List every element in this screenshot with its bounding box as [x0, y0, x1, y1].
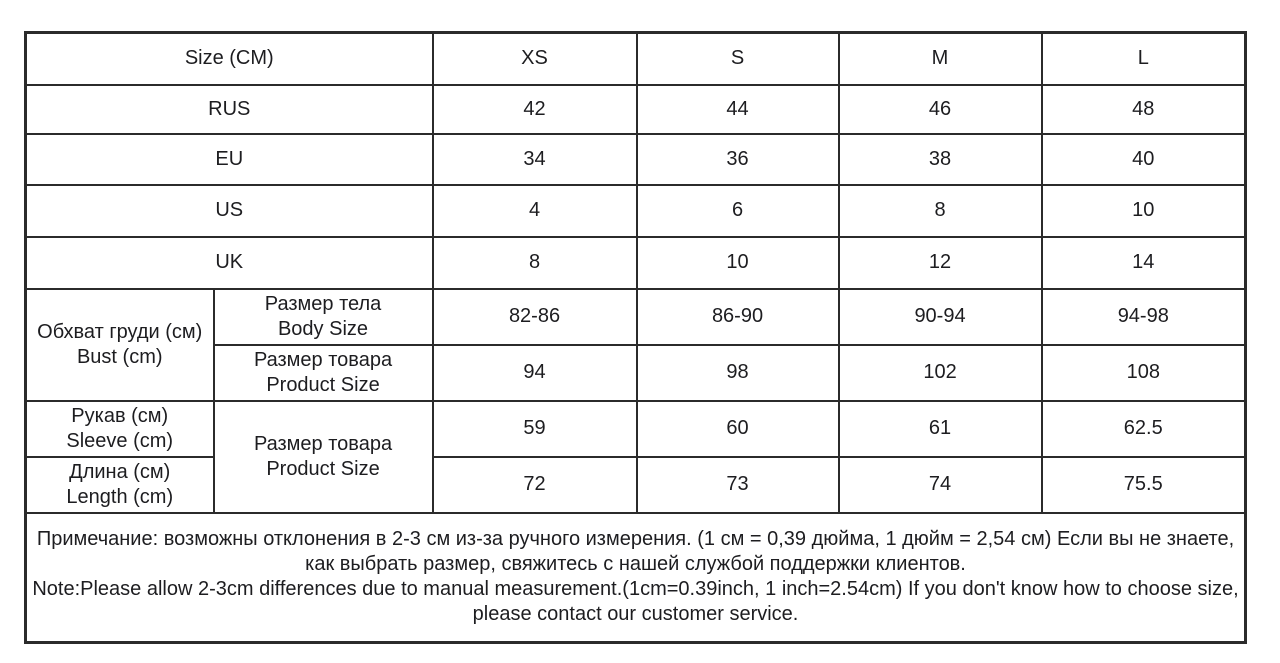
- rus-row: RUS 42 44 46 48: [24, 83, 1247, 135]
- note-ru-text: Примечание: возможны отклонения в 2-3 см…: [36, 528, 1235, 576]
- uk-s-cell: 10: [635, 235, 840, 290]
- uk-xs-cell: 8: [431, 235, 638, 290]
- bust-product-s-cell: 98: [635, 343, 840, 402]
- header-size-cm-cell: Size (CM): [24, 31, 434, 86]
- body-size-label-en: Body Size: [277, 317, 369, 340]
- eu-xs-cell: 34: [431, 132, 638, 186]
- uk-l-cell: 14: [1040, 235, 1247, 290]
- size-chart-table: Size (CM) XS S M L RUS 42 44 46 48 EU 34…: [24, 31, 1248, 644]
- body-size-label-cell: Размер тела Body Size: [212, 287, 434, 346]
- rus-m-cell: 46: [837, 83, 1043, 135]
- us-s-cell: 6: [635, 183, 840, 238]
- sleeve-label-cell: Рукав (см) Sleeve (cm): [24, 399, 215, 458]
- length-m-cell: 74: [837, 455, 1043, 514]
- rus-s-cell: 44: [635, 83, 840, 135]
- bust-label-en: Bust (cm): [76, 345, 163, 368]
- length-l-cell: 75.5: [1040, 455, 1247, 514]
- uk-m-cell: 12: [837, 235, 1043, 290]
- bust-product-size-label-cell: Размер товара Product Size: [212, 343, 434, 402]
- uk-row: UK 8 10 12 14: [24, 235, 1247, 290]
- length-label-cell: Длина (см) Length (cm): [24, 455, 215, 514]
- eu-m-cell: 38: [837, 132, 1043, 186]
- bust-label-ru: Обхват груди (см): [37, 320, 203, 343]
- bust-body-size-row: Обхват груди (см) Bust (cm) Размер тела …: [24, 287, 1247, 402]
- body-size-label-ru: Размер тела: [264, 292, 382, 315]
- eu-s-cell: 36: [635, 132, 840, 186]
- header-size-m-cell: M: [837, 31, 1043, 86]
- rus-label-cell: RUS: [24, 83, 434, 135]
- us-row: US 4 6 8 10: [24, 183, 1247, 238]
- eu-label-cell: EU: [24, 132, 434, 186]
- body-size-l-cell: 94-98: [1040, 287, 1247, 346]
- header-size-xs-cell: XS: [431, 31, 638, 86]
- sleeve-length-product-size-cell: Размер товара Product Size: [212, 399, 434, 514]
- length-label-en: Length (cm): [66, 485, 174, 508]
- bust-product-m-cell: 102: [837, 343, 1043, 402]
- bust-product-size-row: Размер товара Product Size 94 98 102 108: [26, 343, 1247, 402]
- sleeve-length-product-size-en: Product Size: [266, 457, 380, 480]
- us-m-cell: 8: [837, 183, 1043, 238]
- bust-label-cell: Обхват груди (см) Bust (cm): [24, 287, 215, 402]
- note-row: Примечание: возможны отклонения в 2-3 см…: [24, 511, 1247, 644]
- eu-l-cell: 40: [1040, 132, 1247, 186]
- length-row: Длина (см) Length (cm) 72 73 74 75.5: [24, 455, 1247, 514]
- length-label-ru: Длина (см): [69, 460, 171, 483]
- uk-label-cell: UK: [24, 235, 434, 290]
- header-size-l-cell: L: [1040, 31, 1247, 86]
- note-cell: Примечание: возможны отклонения в 2-3 см…: [24, 511, 1247, 644]
- rus-xs-cell: 42: [431, 83, 638, 135]
- length-s-cell: 73: [635, 455, 840, 514]
- sleeve-length-product-size-ru: Размер товара: [253, 432, 393, 455]
- bust-product-size-label-ru: Размер товара: [253, 348, 393, 371]
- sleeve-label-en: Sleeve (cm): [66, 429, 174, 452]
- note-en-text: Note:Please allow 2-3cm differences due …: [32, 578, 1239, 626]
- eu-row: EU 34 36 38 40: [24, 132, 1247, 186]
- us-l-cell: 10: [1040, 183, 1247, 238]
- sleeve-xs-cell: 59: [431, 399, 638, 458]
- us-xs-cell: 4: [431, 183, 638, 238]
- sleeve-label-ru: Рукав (см): [71, 404, 169, 427]
- sleeve-m-cell: 61: [837, 399, 1043, 458]
- body-size-m-cell: 90-94: [837, 287, 1043, 346]
- bust-product-xs-cell: 94: [431, 343, 638, 402]
- bust-product-size-label-en: Product Size: [266, 373, 380, 396]
- us-label-cell: US: [24, 183, 434, 238]
- header-row: Size (CM) XS S M L: [24, 31, 1247, 86]
- sleeve-l-cell: 62.5: [1040, 399, 1247, 458]
- rus-l-cell: 48: [1040, 83, 1247, 135]
- bust-product-l-cell: 108: [1040, 343, 1247, 402]
- body-size-xs-cell: 82-86: [431, 287, 638, 346]
- length-xs-cell: 72: [431, 455, 638, 514]
- sleeve-s-cell: 60: [635, 399, 840, 458]
- header-size-s-cell: S: [635, 31, 840, 86]
- sleeve-row: Рукав (см) Sleeve (cm) Размер товара Pro…: [24, 399, 1247, 514]
- body-size-s-cell: 86-90: [635, 287, 840, 346]
